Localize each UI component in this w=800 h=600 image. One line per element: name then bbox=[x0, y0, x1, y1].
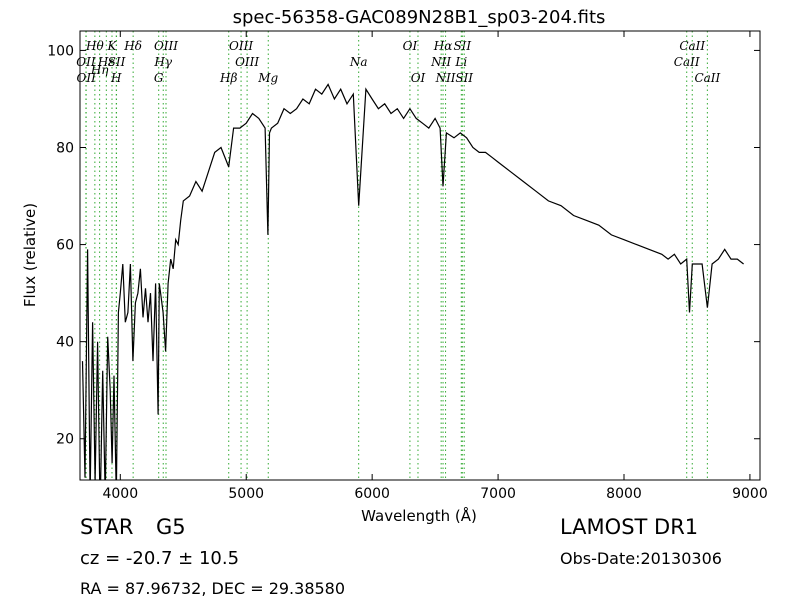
spectral-line-label: Hα bbox=[433, 39, 453, 53]
spectral-line-label: Hε bbox=[97, 55, 115, 69]
spectral-line-label: G bbox=[154, 71, 164, 85]
y-tick-label: 60 bbox=[56, 238, 74, 254]
y-tick-label: 40 bbox=[56, 335, 74, 351]
x-tick-label: 5000 bbox=[228, 486, 264, 502]
y-axis-label: Flux (relative) bbox=[21, 203, 39, 307]
spectral-line-label: OIII bbox=[229, 39, 253, 53]
spectral-line-label: CaII bbox=[674, 55, 700, 69]
object-class: STAR bbox=[80, 515, 134, 539]
redshift-cz: cz = -20.7 ± 10.5 bbox=[80, 548, 240, 569]
spectral-line-label: SII bbox=[453, 39, 471, 53]
coordinates: RA = 87.96732, DEC = 29.38580 bbox=[80, 579, 346, 598]
spectral-line-label: OI bbox=[403, 39, 418, 53]
spectral-line-label: OIII bbox=[154, 39, 178, 53]
data-layer bbox=[81, 83, 744, 480]
spectrum-line bbox=[81, 83, 744, 480]
spectral-line-label: Hη bbox=[90, 63, 109, 77]
spectral-line-label: CaII bbox=[694, 71, 720, 85]
y-tick-label: 20 bbox=[56, 432, 74, 448]
chart-title: spec-56358-GAC089N28B1_sp03-204.fits bbox=[233, 7, 606, 28]
spectral-line-label: CaII bbox=[679, 39, 705, 53]
spectral-line-label: Hγ bbox=[153, 55, 172, 69]
spectral-line-label: Hθ bbox=[85, 39, 104, 53]
spectral-line-label: NII bbox=[430, 55, 451, 69]
x-tick-label: 6000 bbox=[354, 486, 390, 502]
plot-frame bbox=[79, 30, 761, 481]
x-tick-label: 8000 bbox=[606, 486, 642, 502]
y-tick-label: 100 bbox=[47, 43, 74, 59]
x-tick-label: 4000 bbox=[102, 486, 138, 502]
x-tick-label: 9000 bbox=[732, 486, 768, 502]
spectral-line-label: NII bbox=[435, 71, 456, 85]
spectral-line-label: OII bbox=[76, 55, 96, 69]
observation-date: Obs-Date:20130306 bbox=[560, 549, 722, 568]
spectral-line-label: K bbox=[107, 39, 118, 53]
ticks-layer: 4000 5000 6000 7000 8000 9000 20 40 60 80 100 bbox=[47, 31, 768, 502]
y-tick-label: 80 bbox=[56, 140, 74, 156]
spectral-line-label: SII bbox=[108, 55, 126, 69]
x-tick-label: 7000 bbox=[480, 486, 516, 502]
spectral-line-label: OII bbox=[77, 71, 97, 85]
spectral-line-label: OIII bbox=[235, 55, 259, 69]
x-axis-label: Wavelength (Å) bbox=[361, 506, 477, 525]
spectral-line-label: Hβ bbox=[219, 71, 237, 85]
spectral-line-label: Hδ bbox=[123, 39, 142, 53]
survey-name: LAMOST DR1 bbox=[560, 515, 699, 539]
spectral-line-label: SII bbox=[455, 71, 473, 85]
spectral-line-label: Mg bbox=[257, 71, 278, 85]
object-subclass: G5 bbox=[156, 515, 186, 539]
spectral-line-label: Na bbox=[349, 55, 368, 69]
spectral-line-label: OI bbox=[411, 71, 426, 85]
spectral-line-label: H bbox=[110, 71, 122, 85]
spectral-line-label: Li bbox=[454, 55, 467, 69]
